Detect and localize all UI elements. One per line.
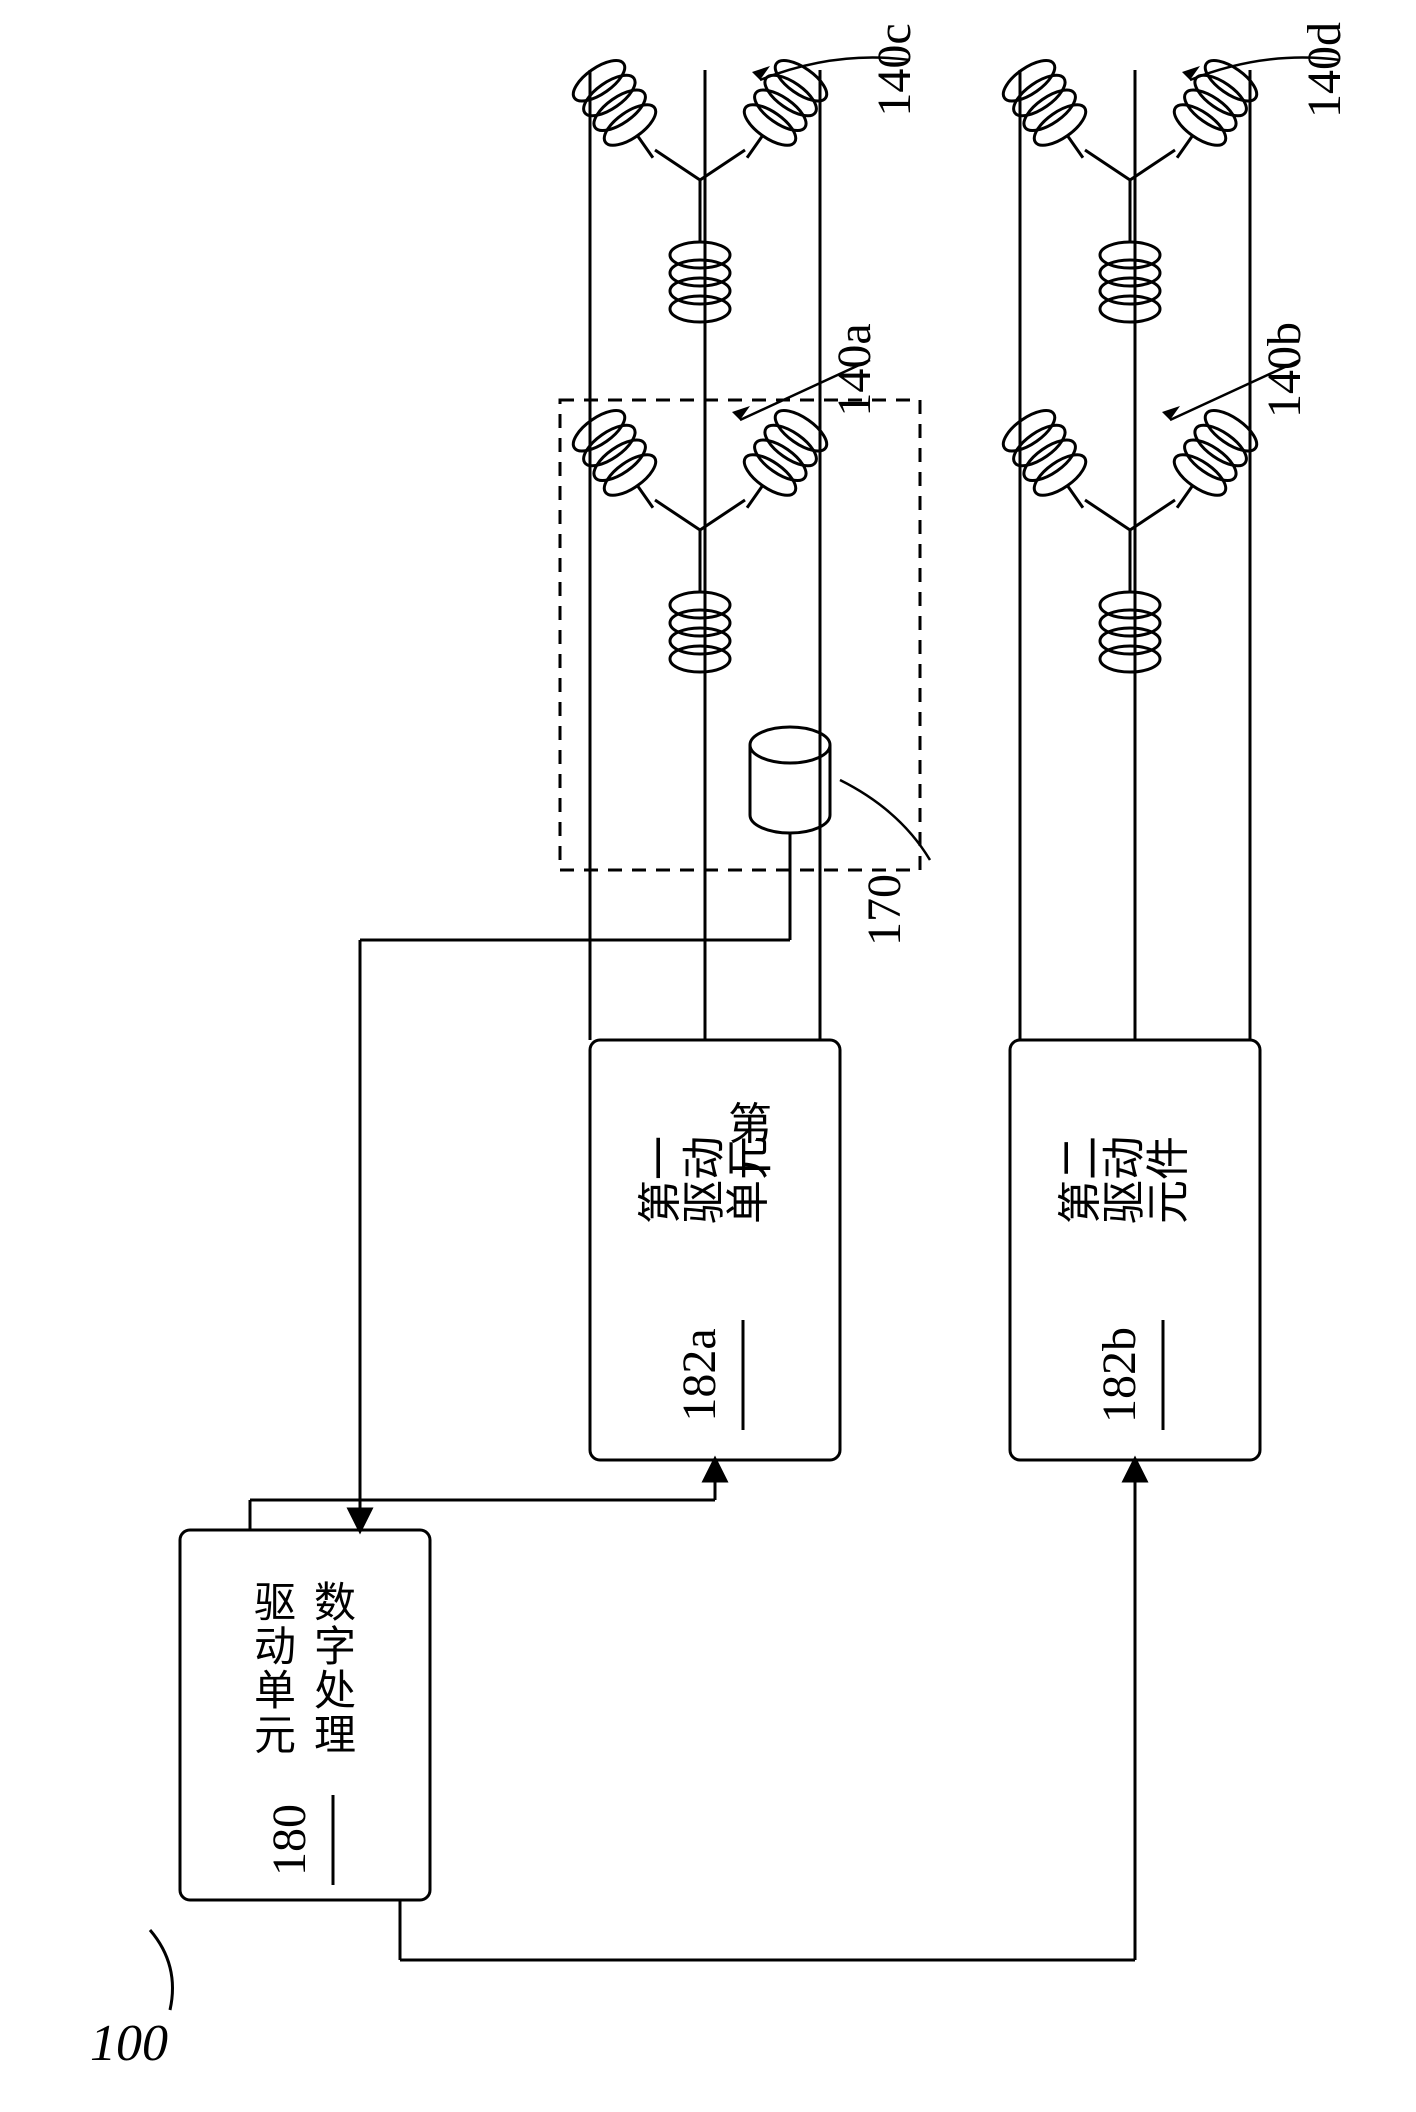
svg-text:字: 字 — [314, 1624, 356, 1671]
svg-text:第一: 第一 — [636, 1136, 685, 1224]
dpu-label-col1: 数字处理 — [314, 1581, 356, 1759]
sensor-ref: 170 — [858, 874, 911, 946]
svg-text:动: 动 — [254, 1625, 296, 1671]
svg-text:第二: 第二 — [1056, 1136, 1105, 1224]
coilgroup-a — [567, 403, 833, 672]
svg-text:元件: 元件 — [1144, 1136, 1193, 1224]
drv1-label-ref: 182a — [673, 1328, 726, 1421]
svg-text:元: 元 — [254, 1713, 296, 1759]
label-140c: 140c — [868, 23, 921, 116]
drv2-label: 第二驱动元件 — [1056, 1136, 1193, 1224]
svg-text:单: 单 — [254, 1669, 296, 1715]
drv2-label-ref: 182b — [1093, 1327, 1146, 1423]
figure-label: 100 — [90, 2015, 168, 2072]
svg-text:处: 处 — [314, 1669, 356, 1715]
coilgroup-b — [997, 403, 1263, 672]
block-diagram: 100数字处理驱动单元180第一第一驱动单元182a第二驱动元件182b1701… — [0, 0, 1416, 2112]
dpu-label-col2: 驱动单元 — [254, 1581, 296, 1759]
coilgroup-d — [997, 53, 1263, 322]
drv1-label: 第一驱动单元 — [636, 1136, 773, 1224]
figure-label-leader — [150, 1930, 173, 2010]
label-140b: 140b — [1258, 322, 1311, 418]
svg-text:驱动: 驱动 — [1100, 1136, 1149, 1224]
svg-text:数: 数 — [314, 1581, 356, 1627]
sensor-leader — [840, 780, 930, 860]
coilgroup-c — [567, 53, 833, 322]
svg-text:理: 理 — [314, 1713, 356, 1759]
label-140a: 140a — [828, 323, 881, 416]
svg-text:单元: 单元 — [724, 1136, 773, 1224]
svg-text:驱: 驱 — [254, 1581, 296, 1627]
label-140d: 140d — [1298, 22, 1351, 118]
sensor-top — [750, 727, 830, 763]
dpu-ref: 180 — [263, 1804, 316, 1876]
svg-text:驱动: 驱动 — [680, 1136, 729, 1224]
